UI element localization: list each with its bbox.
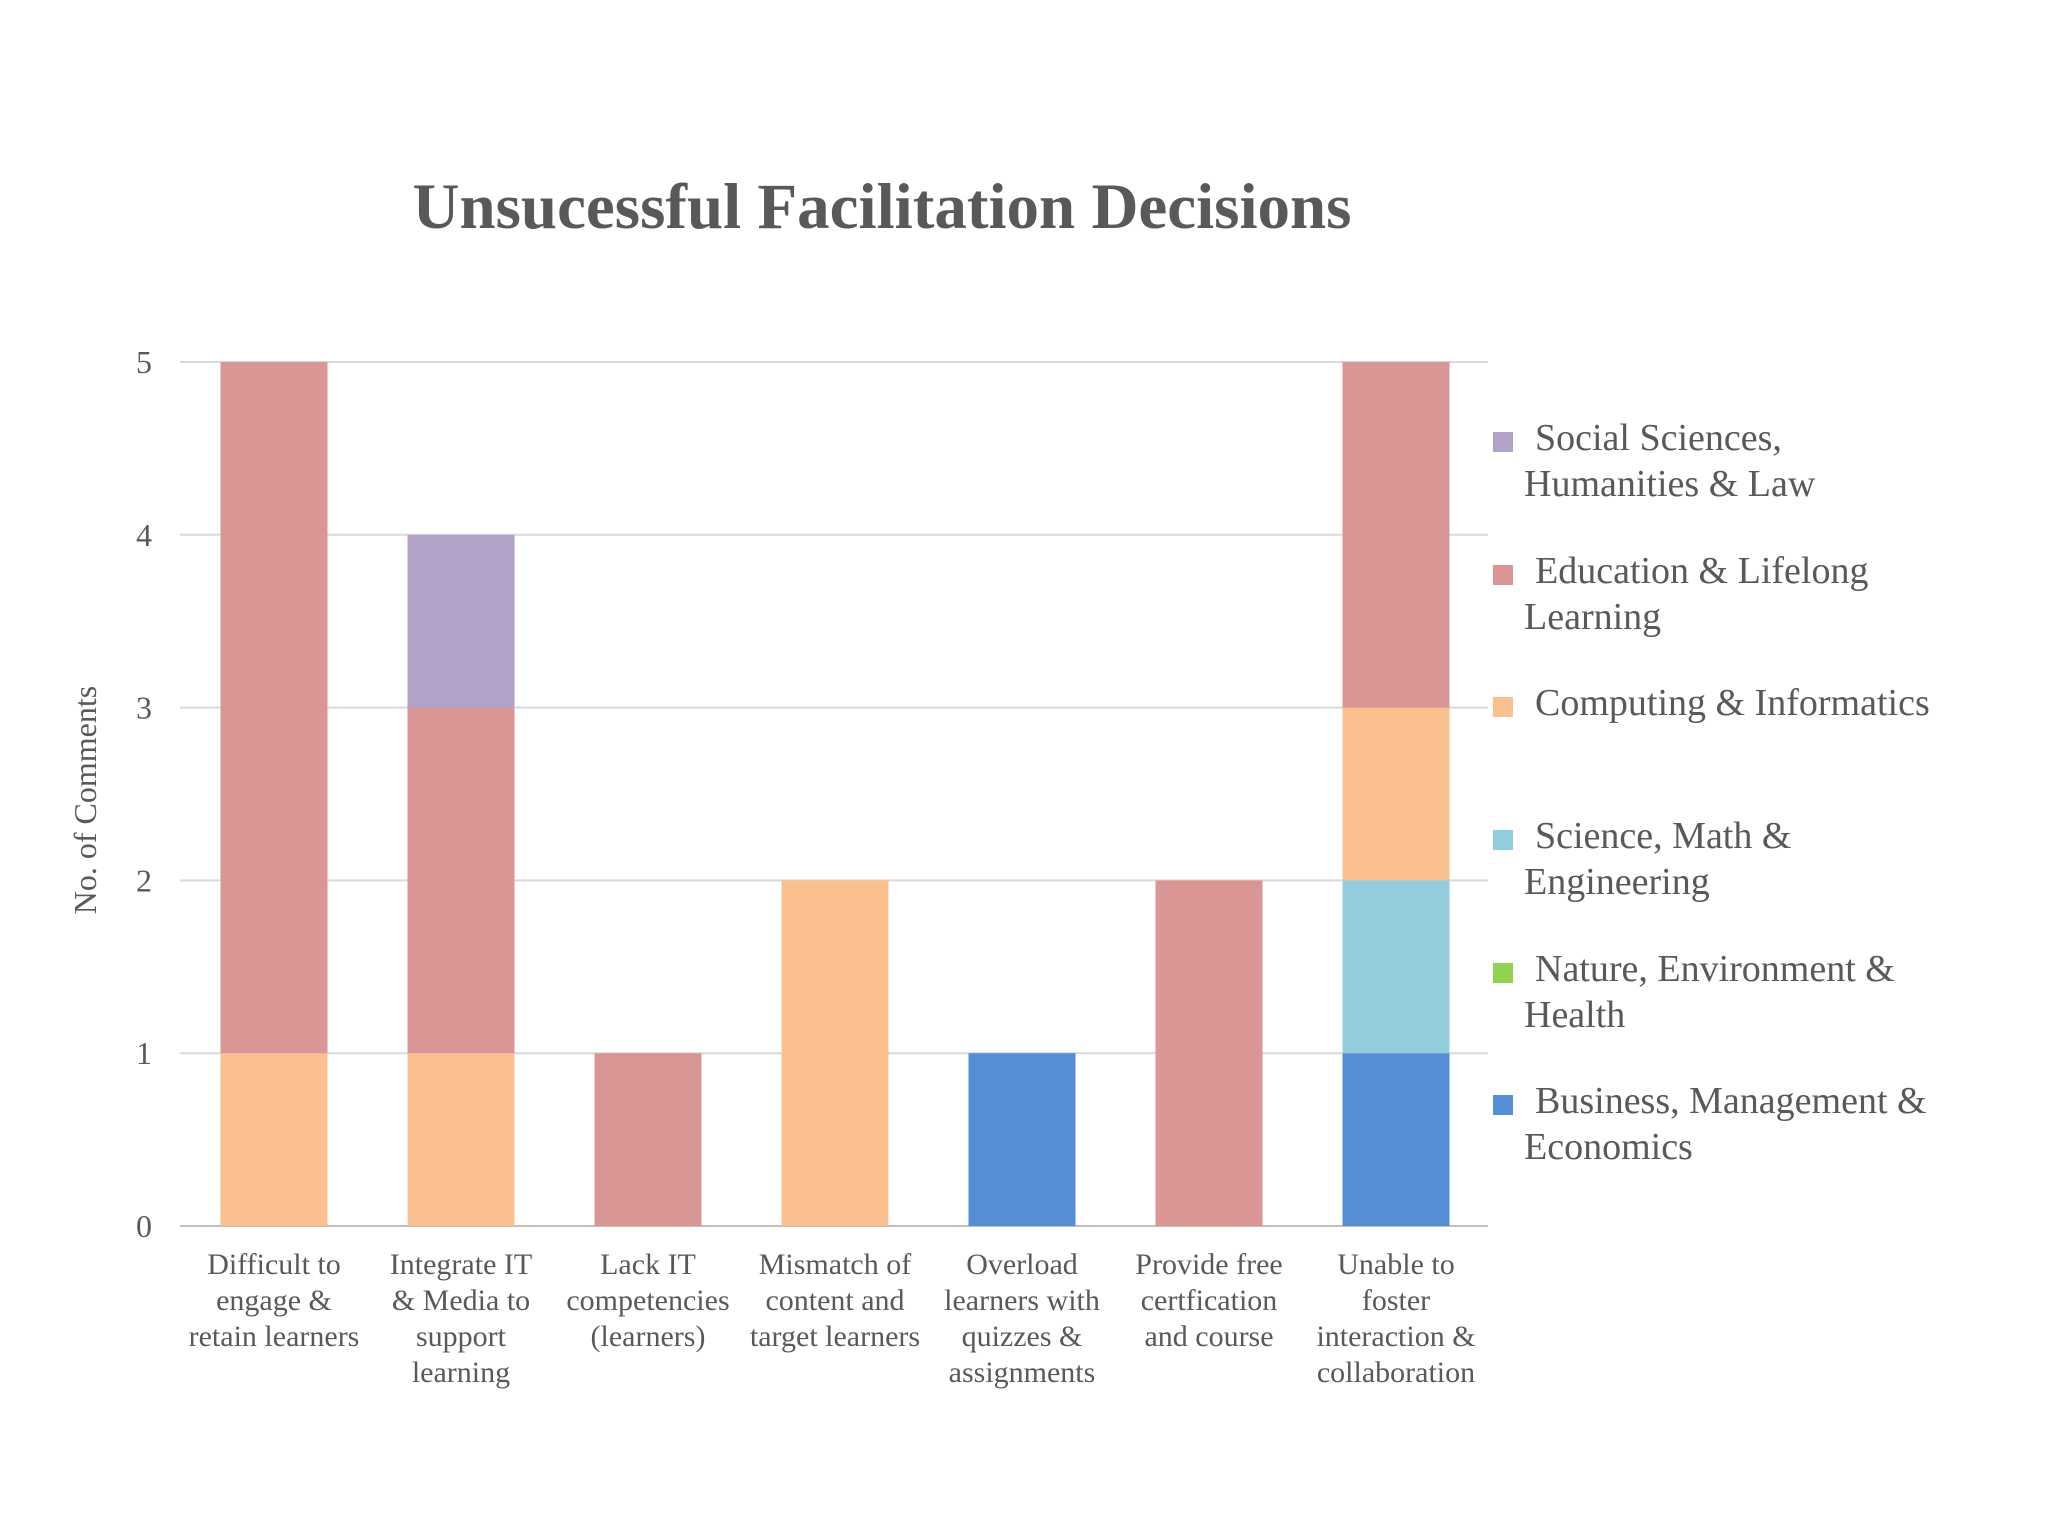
bar-segment-cat6-series5 [1155, 880, 1263, 1226]
bar-segment-cat2-series5 [407, 707, 515, 1054]
legend-swatch-3 [1493, 697, 1513, 717]
bar-segment-cat7-series1 [1342, 1053, 1450, 1226]
legend-label-2: Education & Lifelong Learning [1524, 550, 1868, 638]
x-category-label-3: Lack IT competencies (learners) [566, 1248, 729, 1353]
bar-segment-cat1-series4 [220, 1053, 328, 1226]
bar-segment-cat1-series5 [220, 362, 328, 1054]
y-tick-label-3: 3 [136, 690, 152, 726]
y-tick-label-4: 4 [136, 517, 152, 553]
bar-segment-cat7-series4 [1342, 707, 1450, 881]
bar-segment-cat5-series1 [968, 1053, 1076, 1226]
x-category-label-1: Difficult to engage & retain learners [189, 1248, 360, 1353]
legend-swatch-1 [1493, 432, 1513, 452]
x-category-label-2: Integrate IT & Media to support learning [390, 1248, 532, 1389]
legend-label-6: Business, Management & Economics [1524, 1080, 1927, 1168]
legend-label-4: Science, Math & Engineering [1524, 815, 1791, 903]
bar-segment-cat2-series4 [407, 1053, 515, 1226]
legend-label-3: Computing & Informatics [1535, 682, 1930, 724]
x-category-label-7: Unable to foster interaction & collaboratio… [1316, 1248, 1475, 1389]
y-tick-label-0: 0 [136, 1208, 152, 1244]
legend-label-1: Social Sciences, Humanities & Law [1524, 417, 1816, 505]
chart-title: Unsucessful Facilitation Decisions [413, 171, 1352, 243]
bar-segment-cat7-series5 [1342, 362, 1450, 708]
y-tick-label-2: 2 [136, 862, 152, 898]
y-axis-ticks: 0 1 2 3 4 5 [136, 344, 152, 1244]
bar-segment-cat3-series5 [594, 1053, 702, 1226]
legend-swatch-5 [1493, 963, 1513, 983]
x-axis-labels: Difficult to engage & retain learners Integ… [189, 1248, 1476, 1389]
legend: Social Sciences, Humanities & Law Educatio… [1493, 417, 1930, 1168]
y-axis-label: No. of Comments [67, 686, 103, 914]
bar-stacks [220, 362, 1450, 1226]
y-tick-label-1: 1 [136, 1035, 152, 1071]
x-category-label-4: Mismatch of content and target learners [750, 1248, 920, 1353]
bar-segment-cat2-series6 [407, 534, 515, 708]
y-tick-label-5: 5 [136, 344, 152, 380]
legend-swatch-4 [1493, 830, 1513, 850]
x-category-label-6: Provide free certfication and course [1135, 1248, 1282, 1353]
x-category-label-5: Overload learners with quizzes & assignment… [944, 1248, 1100, 1389]
bar-segment-cat7-series3 [1342, 880, 1450, 1054]
legend-swatch-6 [1493, 1095, 1513, 1115]
legend-label-5: Nature, Environment & Health [1524, 948, 1895, 1036]
bar-segment-cat4-series4 [781, 880, 889, 1226]
legend-swatch-2 [1493, 565, 1513, 585]
